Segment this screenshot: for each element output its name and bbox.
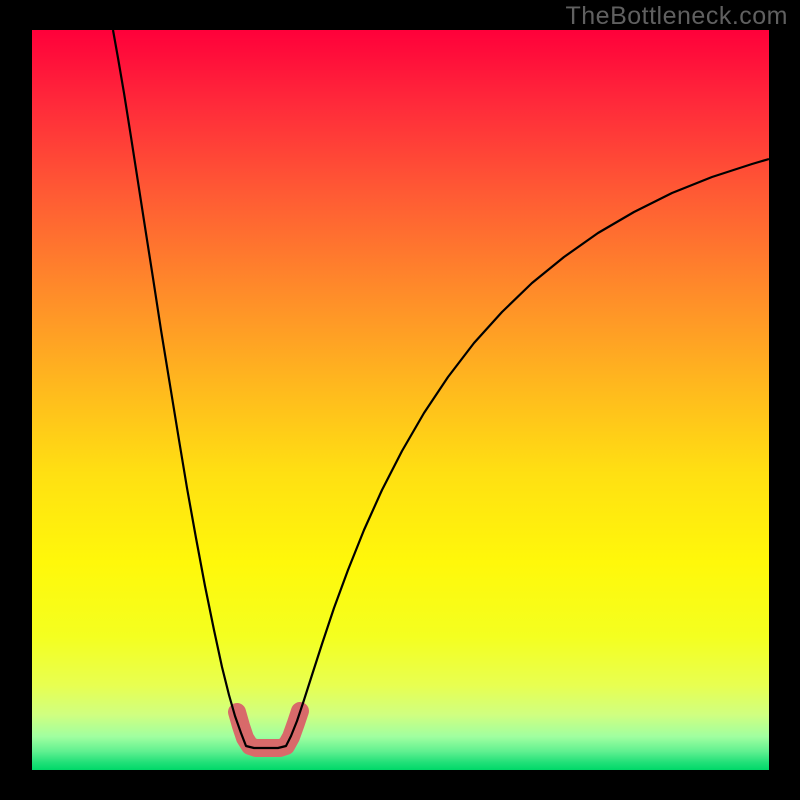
bottleneck-curve	[113, 30, 769, 748]
bottleneck-highlight	[237, 711, 300, 748]
curve-layer	[32, 30, 769, 770]
plot-area	[32, 30, 769, 770]
watermark-text: TheBottleneck.com	[566, 2, 789, 31]
